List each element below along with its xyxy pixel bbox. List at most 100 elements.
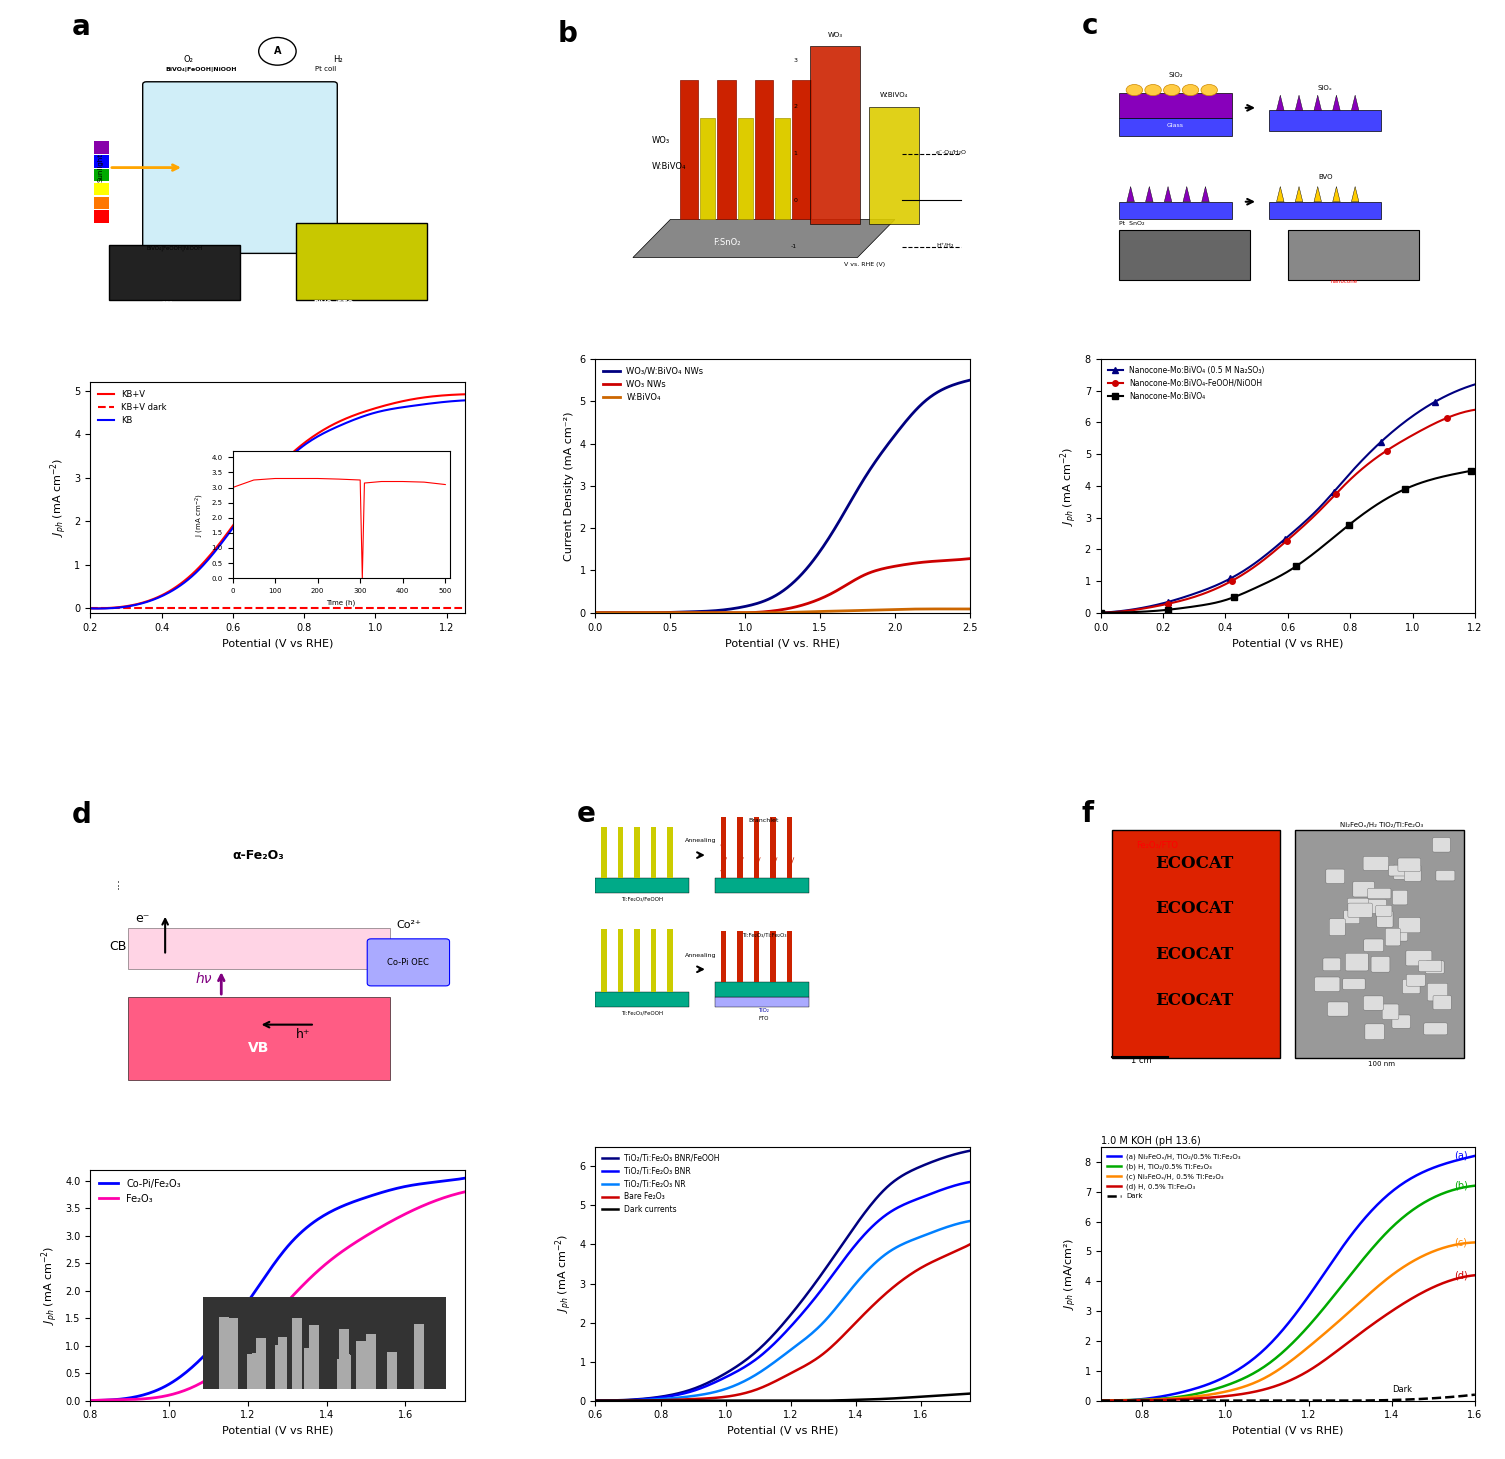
Dark	[1324, 1392, 1342, 1409]
Bar	[93, 197, 108, 209]
Y-axis label: $J_{ph}$ (mA cm$^{-2}$): $J_{ph}$ (mA cm$^{-2}$)	[48, 458, 69, 537]
WO₃ NWs	[944, 552, 962, 569]
Bar	[754, 931, 760, 982]
Circle shape	[1145, 85, 1162, 96]
TiO₂/Ti:Fe₂O₃ NR	[930, 1221, 948, 1239]
TiO₂/Ti:Fe₂O₃ BNR	[960, 1173, 978, 1191]
Co-Pi/Fe₂O₃	[81, 1392, 99, 1409]
Dark currents	[930, 1388, 948, 1405]
Polygon shape	[1296, 95, 1303, 111]
Bar	[596, 992, 689, 1007]
Text: f: f	[1082, 800, 1094, 829]
Nanocone-Mo:BiVO₄-FeOOH/NiOOH	[1466, 401, 1484, 419]
(a) Ni₂FeOₓ/H, TiO₂/0.5% Ti:Fe₂O₃	[1091, 1392, 1109, 1409]
Bar	[600, 929, 607, 992]
Co-Pi/Fe₂O₃	[181, 1360, 199, 1377]
KB	[438, 392, 456, 410]
Line: Bare Fe₂O₃: Bare Fe₂O₃	[596, 1245, 969, 1401]
FancyBboxPatch shape	[1433, 995, 1451, 1010]
Line: Dark: Dark	[1100, 1395, 1475, 1401]
Text: α-Fe₂O₃: α-Fe₂O₃	[233, 849, 284, 862]
Line: W:BiVO₄: W:BiVO₄	[596, 608, 969, 613]
KB	[456, 391, 474, 409]
Bar	[93, 169, 108, 181]
Nanocone-Mo:BiVO₄ (0.5 M Na₂SO₃)	[1434, 388, 1452, 406]
Bar	[1269, 201, 1382, 219]
(c) Ni₂FeOₓ/H, 0.5% Ti:Fe₂O₃	[1114, 1392, 1132, 1409]
Line: Co-Pi/Fe₂O₃: Co-Pi/Fe₂O₃	[90, 1179, 465, 1401]
Y-axis label: $J_{ph}$ (mA cm$^{-2}$): $J_{ph}$ (mA cm$^{-2}$)	[552, 1234, 573, 1313]
FancyBboxPatch shape	[1419, 960, 1442, 972]
Text: ECOCAT: ECOCAT	[1156, 992, 1234, 1008]
Bar	[787, 931, 792, 982]
TiO₂/Ti:Fe₂O₃ BNR/FeOOH	[929, 1151, 947, 1169]
Text: Ti:Fe₂O₃/FeOOH: Ti:Fe₂O₃/FeOOH	[622, 897, 664, 902]
Dark	[1114, 1392, 1132, 1409]
FancyBboxPatch shape	[1433, 837, 1451, 852]
Nanocone-Mo:BiVO₄	[1192, 597, 1210, 614]
Bar	[596, 878, 689, 893]
X-axis label: Potential (V vs RHE): Potential (V vs RHE)	[221, 1425, 333, 1436]
FancyBboxPatch shape	[1347, 899, 1368, 912]
Polygon shape	[1127, 187, 1135, 201]
Text: (b): (b)	[1454, 1180, 1467, 1191]
X-axis label: Potential (V vs RHE): Potential (V vs RHE)	[221, 638, 333, 648]
Circle shape	[1163, 85, 1180, 96]
Text: 100 nm: 100 nm	[1368, 1061, 1395, 1067]
WO₃ NWs	[930, 552, 948, 569]
TiO₂/Ti:Fe₂O₃ BNR/FeOOH	[610, 1392, 628, 1409]
FancyBboxPatch shape	[1348, 903, 1373, 918]
Text: BiVO₄|FeOOH|NiOOH: BiVO₄|FeOOH|NiOOH	[146, 245, 203, 251]
TiO₂/Ti:Fe₂O₃ NR	[604, 1392, 622, 1409]
Nanocone-Mo:BiVO₄-FeOOH/NiOOH	[1106, 603, 1124, 620]
Text: A: A	[274, 47, 281, 57]
Text: BiVO₄|FeOOH|NiOOH: BiVO₄|FeOOH|NiOOH	[166, 67, 236, 71]
Y-axis label: $J_{ph}$ (mA cm$^{-2}$): $J_{ph}$ (mA cm$^{-2}$)	[1058, 446, 1079, 525]
Dark currents	[960, 1385, 978, 1402]
Polygon shape	[1296, 187, 1303, 201]
Text: TiO₂: TiO₂	[759, 1008, 769, 1014]
Circle shape	[1126, 85, 1142, 96]
(a) Ni₂FeOₓ/H, TiO₂/0.5% Ti:Fe₂O₃	[1193, 1377, 1212, 1395]
Text: FTO: FTO	[759, 1015, 769, 1021]
Text: e: e	[576, 800, 596, 829]
Nanocone-Mo:BiVO₄	[1162, 601, 1180, 619]
(d) H, 0.5% Ti:Fe₂O₃	[1448, 1269, 1466, 1287]
Circle shape	[1201, 85, 1218, 96]
Bar	[1120, 229, 1251, 280]
FancyBboxPatch shape	[775, 118, 790, 219]
KB	[182, 568, 200, 585]
Bar	[715, 878, 808, 893]
Text: Co-Pi OEC: Co-Pi OEC	[387, 959, 429, 967]
(a) Ni₂FeOₓ/H, TiO₂/0.5% Ti:Fe₂O₃	[1436, 1156, 1454, 1173]
Bar	[1120, 92, 1231, 118]
Dark	[1091, 1392, 1109, 1409]
Polygon shape	[1201, 187, 1209, 201]
KB+V	[436, 387, 455, 404]
Bar	[667, 929, 673, 992]
Bar	[634, 929, 640, 992]
(d) H, 0.5% Ti:Fe₂O₃	[1091, 1392, 1109, 1409]
FancyBboxPatch shape	[1392, 890, 1407, 905]
WO₃/W:BiVO₄ NWs	[658, 604, 676, 622]
FancyBboxPatch shape	[1389, 928, 1407, 941]
W:BiVO₄	[754, 604, 772, 622]
(b) H, TiO₂/0.5% Ti:Fe₂O₃	[1434, 1185, 1452, 1202]
Text: 1 cm: 1 cm	[1130, 1056, 1151, 1065]
FancyBboxPatch shape	[128, 928, 390, 969]
Text: (a): (a)	[1454, 1151, 1467, 1161]
Text: (c): (c)	[1454, 1237, 1467, 1247]
(b) H, TiO₂/0.5% Ti:Fe₂O₃	[1114, 1392, 1132, 1409]
(c) Ni₂FeOₓ/H, 0.5% Ti:Fe₂O₃	[1162, 1390, 1180, 1408]
Dark	[1162, 1392, 1180, 1409]
FancyBboxPatch shape	[1389, 865, 1415, 875]
Bar	[650, 929, 656, 992]
Bar	[737, 814, 743, 878]
Text: ECOCAT: ECOCAT	[1156, 900, 1234, 918]
X-axis label: Potential (V vs RHE): Potential (V vs RHE)	[1233, 1425, 1344, 1436]
Text: Ti:Fe₂O₃/Ti:Fe₂O₃: Ti:Fe₂O₃/Ti:Fe₂O₃	[742, 932, 786, 937]
FancyBboxPatch shape	[1403, 979, 1421, 994]
KB+V dark	[81, 600, 99, 617]
Line: (a) Ni₂FeOₓ/H, TiO₂/0.5% Ti:Fe₂O₃: (a) Ni₂FeOₓ/H, TiO₂/0.5% Ti:Fe₂O₃	[1100, 1156, 1475, 1401]
Text: Annealing: Annealing	[685, 953, 716, 957]
